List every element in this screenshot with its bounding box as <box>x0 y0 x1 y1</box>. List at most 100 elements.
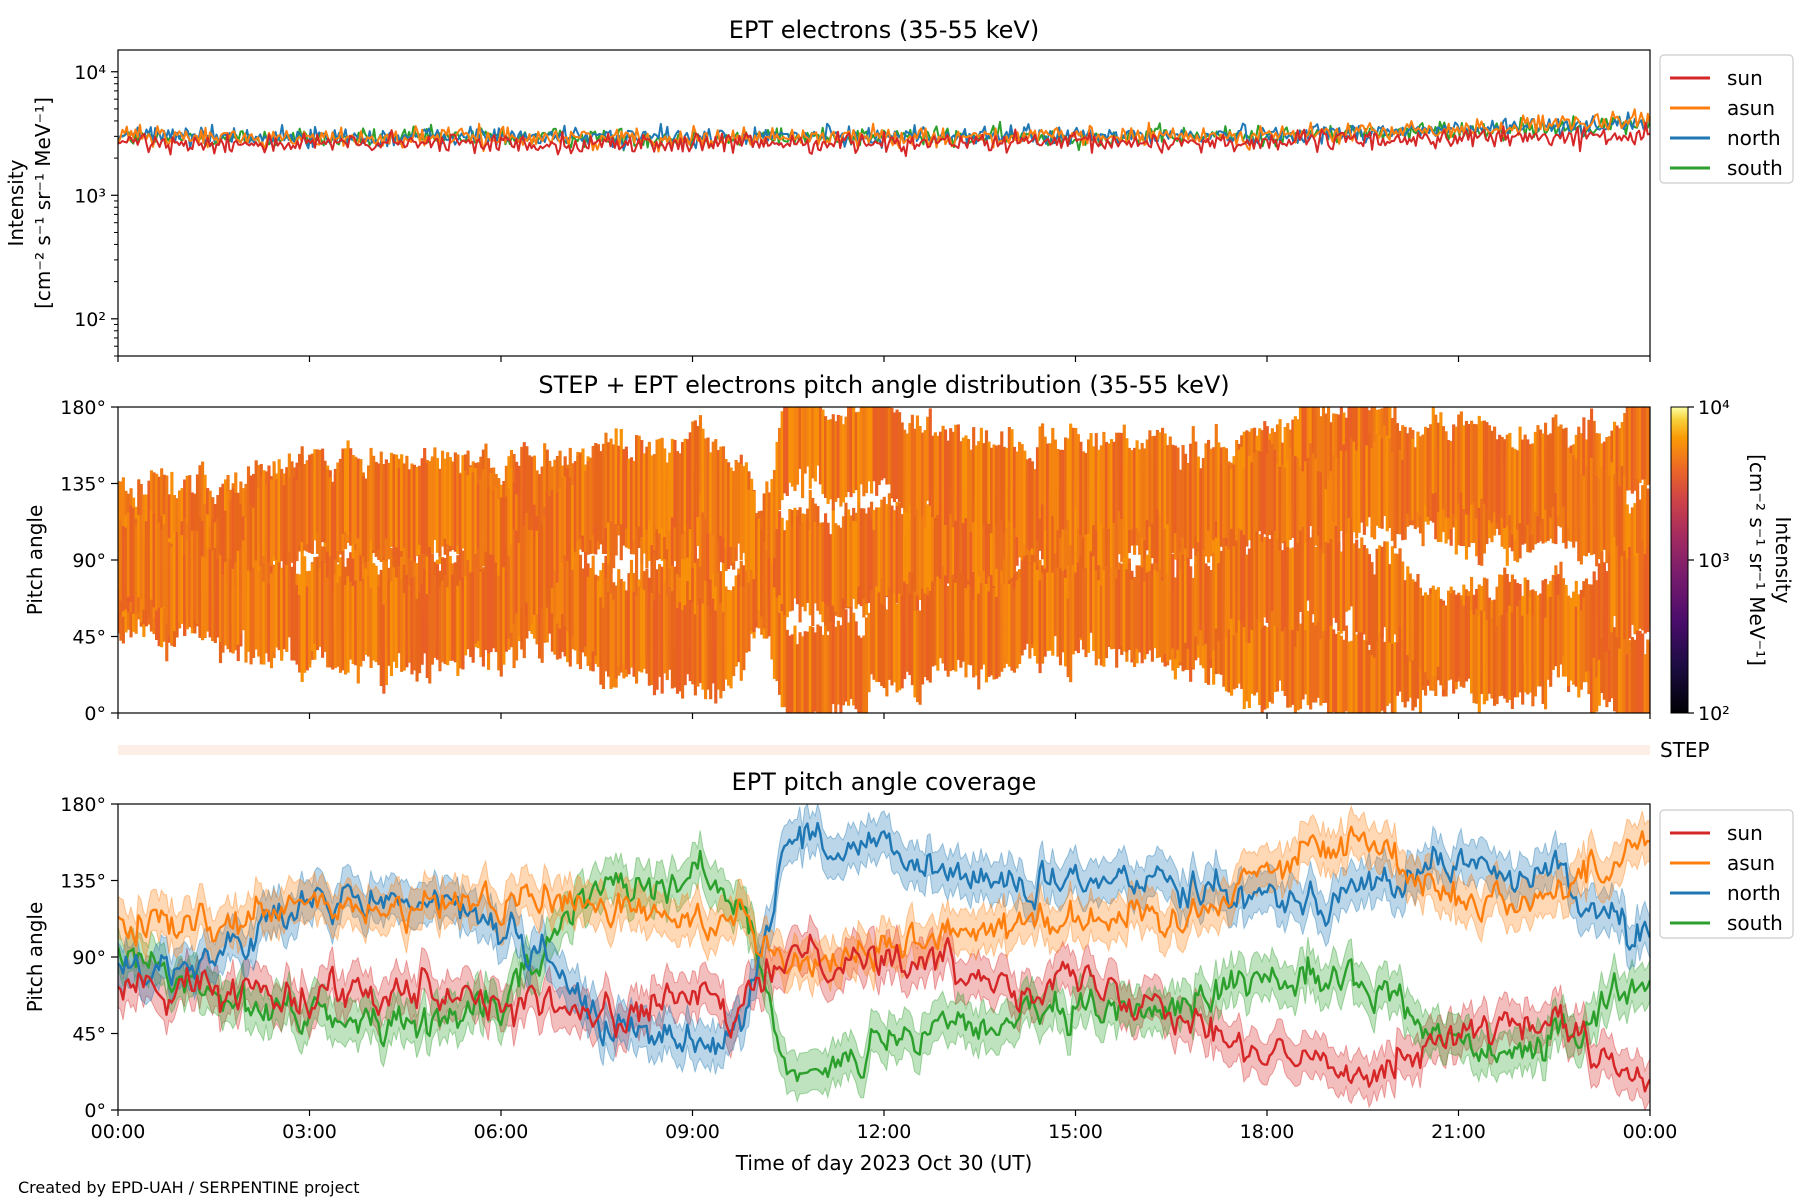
heatmap-cell <box>821 522 825 602</box>
heatmap-cell <box>1191 426 1195 523</box>
heatmap-cell <box>1122 476 1126 574</box>
heatmap-cell <box>578 554 583 652</box>
heatmap-cell <box>744 570 748 653</box>
heatmap-cell <box>1508 432 1512 516</box>
heatmap-cell <box>550 490 554 588</box>
panel3-frame <box>118 804 1650 1110</box>
heatmap-cell <box>622 449 626 532</box>
heatmap-cell <box>132 507 136 596</box>
heatmap-cell <box>344 585 348 675</box>
heatmap-cell <box>1375 434 1379 526</box>
heatmap-cell <box>954 424 958 521</box>
x-tick-label: 00:00 <box>1623 1121 1678 1143</box>
heatmap-cell <box>1069 593 1073 683</box>
heatmap-cell <box>1120 480 1124 562</box>
panel1-xticks <box>117 356 1651 362</box>
heatmap-cell <box>596 444 600 542</box>
heatmap-cell <box>961 573 966 662</box>
heatmap-cell <box>425 533 429 621</box>
heatmap-cell <box>1592 571 1596 658</box>
heatmap-cell <box>622 581 626 664</box>
heatmap-cell <box>530 456 534 539</box>
heatmap-cell <box>1470 610 1474 694</box>
heatmap-cell <box>1360 630 1364 713</box>
heatmap-cell <box>1513 602 1517 698</box>
heatmap-cell <box>576 456 580 541</box>
heatmap-cell <box>642 453 646 534</box>
heatmap-cell <box>1071 564 1075 655</box>
heatmap-cell <box>241 540 245 631</box>
legend-label-asun: asun <box>1727 851 1775 875</box>
y-tick-label: 90° <box>72 947 106 969</box>
heatmap-cell <box>423 457 427 555</box>
heatmap-cell <box>750 478 754 570</box>
heatmap-cell <box>267 584 271 662</box>
heatmap-cell <box>338 576 343 673</box>
heatmap-cell <box>1538 429 1543 523</box>
heatmap-cell <box>852 407 856 494</box>
heatmap-cell <box>1355 407 1359 478</box>
y-tick-label: 0° <box>84 1100 106 1122</box>
heatmap-cell <box>1084 453 1088 535</box>
heatmap-cell <box>1301 608 1305 700</box>
heatmap-cell <box>1155 470 1160 563</box>
heatmap-cell <box>1521 615 1525 705</box>
heatmap-cell <box>765 481 769 577</box>
heatmap-cell <box>913 499 917 592</box>
heatmap-cell <box>1281 550 1285 632</box>
heatmap-cell <box>1079 554 1083 638</box>
heatmap-cell <box>1224 546 1229 639</box>
heatmap-cell <box>596 580 600 667</box>
heatmap-cell <box>982 481 986 571</box>
heatmap-cell <box>1110 567 1114 650</box>
heatmap-cell <box>1459 600 1463 687</box>
heatmap-cell <box>604 432 608 529</box>
heatmap-cell <box>1403 580 1407 663</box>
heatmap-cell <box>1569 453 1573 542</box>
heatmap-cell <box>1245 554 1249 643</box>
heatmap-cell <box>1339 551 1343 634</box>
heatmap-cell <box>1099 585 1103 666</box>
heatmap-cell <box>1610 614 1614 699</box>
heatmap-cell <box>1334 457 1338 541</box>
heatmap-cell <box>134 525 138 616</box>
heatmap-cell <box>1625 407 1629 491</box>
heatmap-cell <box>826 635 830 713</box>
heatmap-cell <box>405 574 409 668</box>
heatmap-cell <box>918 610 922 705</box>
heatmap-cell <box>1334 526 1338 623</box>
panel2-heatmap <box>118 407 1650 713</box>
heatmap-cell <box>1189 566 1193 652</box>
heatmap-cell <box>1316 535 1320 623</box>
heatmap-cell <box>259 477 263 567</box>
heatmap-cell <box>747 489 751 583</box>
heatmap-cell <box>349 448 353 533</box>
heatmap-cell <box>775 597 779 682</box>
heatmap-cell <box>515 530 519 614</box>
heatmap-cell <box>974 586 978 676</box>
heatmap-cell <box>1178 469 1183 552</box>
heatmap-cell <box>1618 486 1622 569</box>
heatmap-cell <box>1360 438 1364 523</box>
heatmap-cell <box>1424 426 1428 505</box>
heatmap-cell <box>1370 636 1374 713</box>
heatmap-cell <box>1066 438 1070 520</box>
heatmap-cell <box>709 550 713 644</box>
heatmap-cell <box>1020 560 1024 656</box>
heatmap-cell <box>931 492 935 582</box>
heatmap-cell <box>1482 611 1486 705</box>
heatmap-cell <box>1298 623 1303 709</box>
heatmap-cell <box>1646 548 1650 633</box>
heatmap-cell <box>1577 604 1581 698</box>
heatmap-cell <box>959 573 963 668</box>
heatmap-cell <box>1163 492 1167 587</box>
heatmap-cell <box>951 488 955 575</box>
heatmap-cell <box>1480 421 1484 499</box>
heatmap-cell <box>678 602 682 692</box>
heatmap-cell <box>346 440 350 535</box>
heatmap-cell <box>778 511 782 596</box>
heatmap-cell <box>645 584 649 674</box>
heatmap-cell <box>938 579 943 659</box>
heatmap-cell <box>1357 626 1361 713</box>
heatmap-cell <box>729 467 733 547</box>
